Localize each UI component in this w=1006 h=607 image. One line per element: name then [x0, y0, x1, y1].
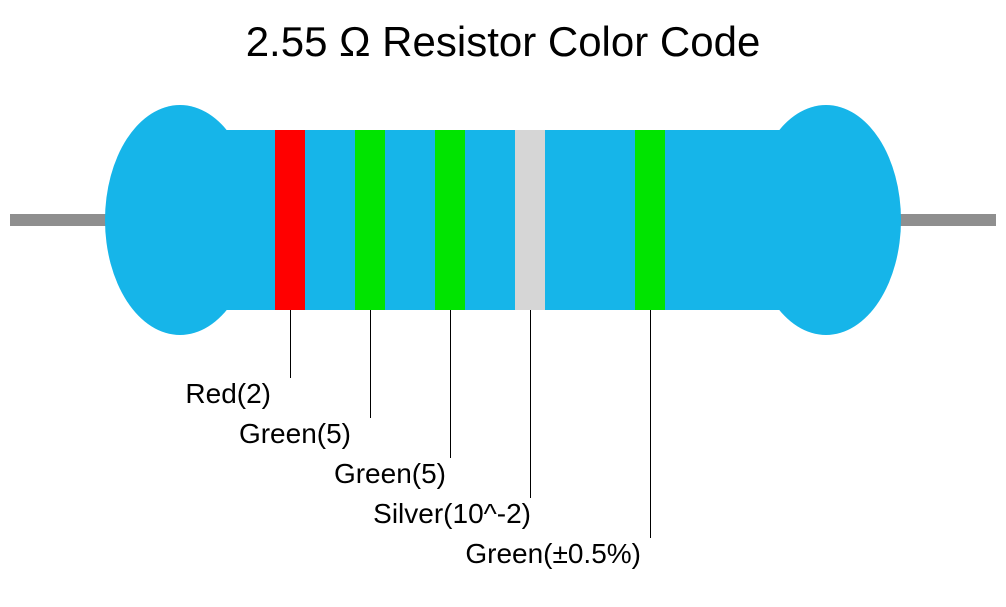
band-1-label: Red(2) — [185, 378, 271, 410]
band-2-leader — [370, 310, 371, 418]
band-5 — [635, 130, 665, 310]
band-3-label: Green(5) — [334, 458, 446, 490]
band-4-leader — [530, 310, 531, 498]
band-4-label: Silver(10^-2) — [373, 498, 531, 530]
band-5-leader — [650, 310, 651, 538]
band-5-label: Green(±0.5%) — [465, 538, 641, 570]
diagram-canvas: 2.55 Ω Resistor Color Code Red(2) Green(5… — [0, 0, 1006, 607]
diagram-title: 2.55 Ω Resistor Color Code — [0, 18, 1006, 66]
band-2-label: Green(5) — [239, 418, 351, 450]
band-4 — [515, 130, 545, 310]
band-1 — [275, 130, 305, 310]
band-3-leader — [450, 310, 451, 458]
band-2 — [355, 130, 385, 310]
band-3 — [435, 130, 465, 310]
band-1-leader — [290, 310, 291, 378]
